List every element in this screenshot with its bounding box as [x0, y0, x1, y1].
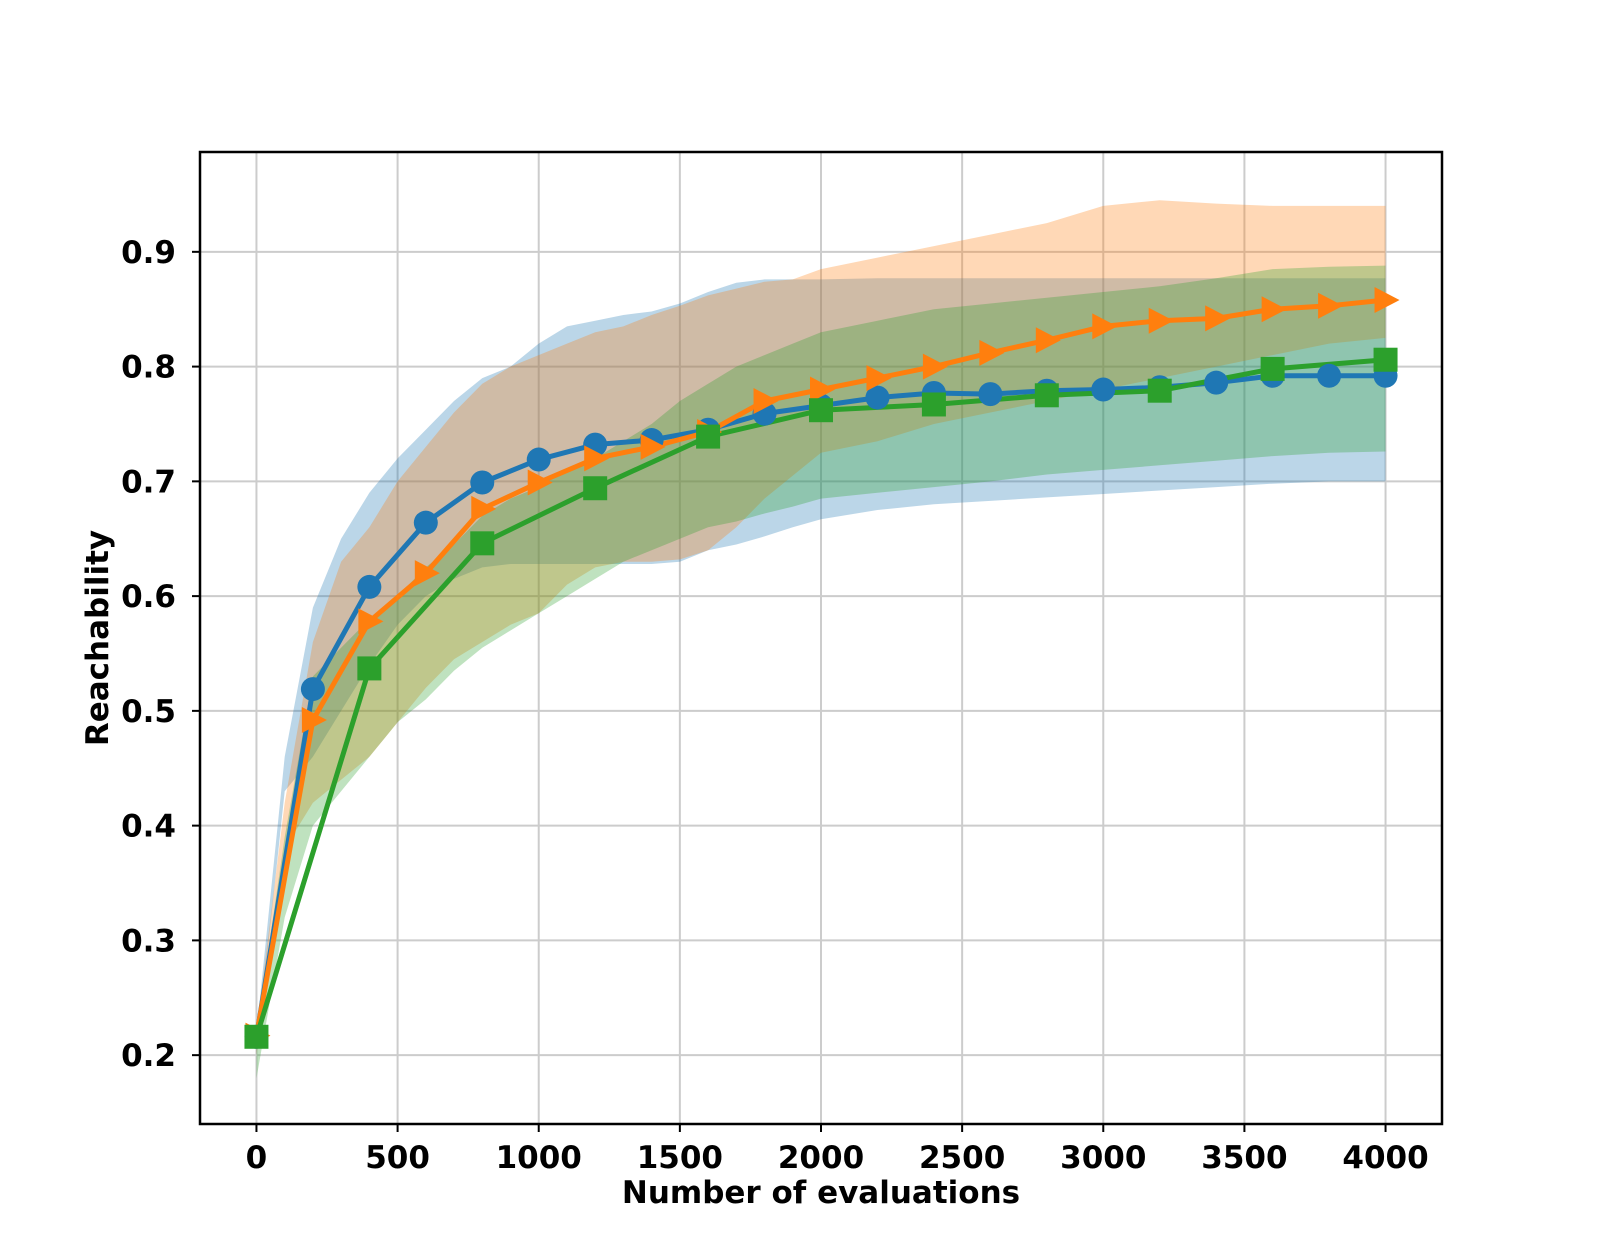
series-markers — [244, 287, 1400, 1049]
marker-series-2 — [471, 495, 497, 522]
y-tick-label: 0.7 — [121, 464, 176, 500]
x-tick-label: 2500 — [919, 1140, 1005, 1176]
confidence-bands — [256, 200, 1386, 1079]
marker-series-2 — [414, 560, 440, 587]
band-series-2 — [256, 200, 1386, 1056]
marker-series-2 — [640, 433, 666, 460]
x-tick-label: 3500 — [1201, 1140, 1287, 1176]
marker-series-1 — [978, 382, 1003, 407]
marker-series-2 — [979, 339, 1005, 366]
marker-series-1 — [1317, 363, 1342, 388]
marker-series-3 — [1147, 378, 1172, 403]
axis-ticks: 0 500 1000 1500 2000 2500 3000 3500 4000 0.2 0.3 0.… — [121, 235, 1429, 1176]
y-tick-label: 0.2 — [121, 1038, 176, 1074]
y-tick-label: 0.5 — [121, 694, 176, 730]
y-tick-label: 0.3 — [121, 923, 176, 959]
x-tick-label: 0 — [246, 1140, 268, 1176]
marker-series-3 — [470, 531, 495, 556]
marker-series-1 — [1204, 370, 1229, 395]
marker-series-2 — [1035, 327, 1061, 354]
marker-series-1 — [357, 574, 382, 599]
marker-series-3 — [1034, 383, 1059, 408]
marker-series-1 — [300, 677, 325, 702]
x-tick-label: 4000 — [1342, 1140, 1428, 1176]
marker-series-3 — [244, 1024, 269, 1049]
marker-series-1 — [413, 510, 438, 535]
x-tick-label: 3000 — [1060, 1140, 1146, 1176]
x-tick-label: 2000 — [778, 1140, 864, 1176]
band-series-1 — [256, 278, 1386, 1056]
marker-series-1 — [865, 385, 890, 410]
band-series-3 — [256, 265, 1386, 1079]
marker-series-2 — [527, 469, 553, 496]
marker-series-2 — [1205, 305, 1231, 332]
y-axis-label: Reachability — [80, 530, 116, 746]
marker-series-2 — [1318, 292, 1344, 319]
marker-series-3 — [583, 476, 608, 501]
marker-series-2 — [753, 388, 779, 415]
x-tick-label: 1000 — [496, 1140, 582, 1176]
marker-series-2 — [1092, 313, 1118, 340]
marker-series-2 — [1261, 296, 1287, 323]
x-axis-label: Number of evaluations — [622, 1175, 1020, 1211]
y-tick-label: 0.6 — [121, 579, 176, 615]
marker-series-2 — [301, 707, 327, 734]
grid — [200, 152, 1442, 1124]
marker-series-3 — [809, 398, 833, 423]
marker-series-2 — [1148, 307, 1174, 334]
marker-series-2 — [358, 608, 384, 635]
y-tick-label: 0.4 — [121, 809, 176, 845]
marker-series-3 — [357, 656, 382, 681]
marker-series-2 — [810, 376, 835, 403]
marker-series-2 — [584, 445, 610, 472]
marker-series-1 — [1091, 377, 1116, 402]
marker-series-2 — [1374, 287, 1400, 314]
marker-series-3 — [1260, 356, 1285, 381]
marker-series-3 — [921, 392, 946, 417]
marker-series-1 — [526, 447, 551, 472]
marker-series-2 — [922, 353, 948, 380]
marker-series-1 — [470, 470, 495, 495]
y-tick-label: 0.8 — [121, 350, 176, 386]
marker-series-3 — [696, 424, 721, 449]
x-tick-label: 500 — [365, 1140, 430, 1176]
y-tick-label: 0.9 — [121, 235, 176, 271]
marker-series-2 — [866, 365, 892, 392]
x-tick-label: 1500 — [637, 1140, 723, 1176]
marker-series-3 — [1373, 347, 1398, 372]
